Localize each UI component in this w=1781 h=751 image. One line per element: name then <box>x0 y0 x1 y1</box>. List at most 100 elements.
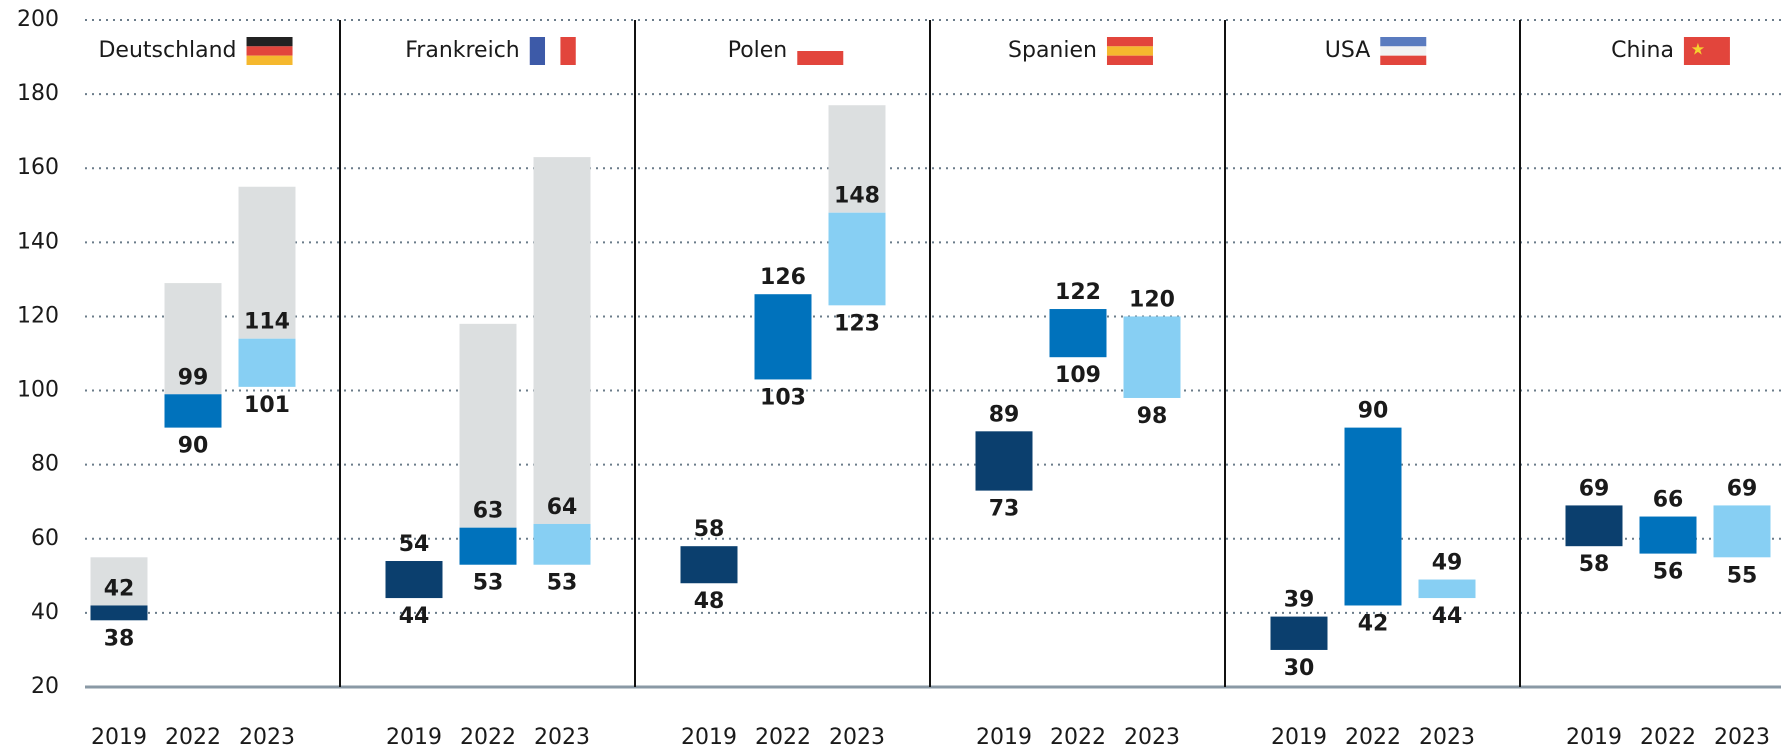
value-label: 42 <box>104 576 135 601</box>
upper-bar <box>238 186 296 339</box>
y-tick-label: 20 <box>31 674 59 699</box>
panel-title: Polen <box>728 38 788 63</box>
value-label: 114 <box>244 310 290 335</box>
y-tick-label: 40 <box>31 600 59 625</box>
value-label: 42 <box>1358 611 1389 636</box>
panel-title: China <box>1611 38 1674 63</box>
flag-stripe <box>1106 46 1153 56</box>
flag-star: ★ <box>1691 40 1705 59</box>
bar <box>1418 579 1476 599</box>
panel-title: Spanien <box>1008 38 1097 63</box>
bar <box>459 527 517 565</box>
panel-title: Frankreich <box>405 38 520 63</box>
x-tick-label: 2019 <box>1271 725 1327 750</box>
value-label: 64 <box>547 495 578 520</box>
value-label: 53 <box>547 571 578 596</box>
flag-stripe <box>246 55 293 65</box>
x-tick-label: 2019 <box>976 725 1032 750</box>
bar <box>1713 505 1771 558</box>
bar <box>680 546 738 584</box>
value-label: 39 <box>1284 588 1315 613</box>
bar <box>1344 427 1402 606</box>
flag-stripe <box>1380 46 1427 56</box>
bar <box>975 431 1033 491</box>
y-tick-label: 180 <box>17 81 59 106</box>
y-tick-label: 140 <box>17 229 59 254</box>
value-label: 122 <box>1055 280 1101 305</box>
bar <box>1639 516 1697 554</box>
flag-stripe <box>1106 37 1153 47</box>
y-tick-label: 60 <box>31 526 59 551</box>
x-tick-label: 2022 <box>755 725 811 750</box>
x-tick-label: 2019 <box>91 725 147 750</box>
value-label: 38 <box>104 626 135 651</box>
value-label: 53 <box>473 571 504 596</box>
x-tick-label: 2023 <box>1419 725 1475 750</box>
y-tick-label: 160 <box>17 155 59 180</box>
flag-stripe <box>797 37 844 51</box>
bar <box>164 394 222 428</box>
flag-stripe <box>246 46 293 56</box>
y-tick-label: 100 <box>17 378 59 403</box>
bar <box>828 212 886 306</box>
y-tick-label: 80 <box>31 452 59 477</box>
bar <box>1270 616 1328 650</box>
x-tick-label: 2019 <box>1566 725 1622 750</box>
flag-stripe <box>1106 55 1153 65</box>
value-label: 98 <box>1137 404 1168 429</box>
x-tick-label: 2023 <box>829 725 885 750</box>
upper-bar <box>459 323 517 528</box>
value-label: 58 <box>1579 552 1610 577</box>
x-tick-label: 2022 <box>165 725 221 750</box>
value-label: 90 <box>178 434 209 459</box>
value-label: 69 <box>1727 476 1758 501</box>
bar <box>1123 316 1181 398</box>
value-label: 49 <box>1432 551 1463 576</box>
panel-title: USA <box>1325 38 1371 63</box>
x-tick-label: 2023 <box>1124 725 1180 750</box>
x-tick-label: 2023 <box>1714 725 1770 750</box>
flag-stripe <box>797 51 844 65</box>
flag-stripe <box>1380 37 1427 47</box>
value-label: 90 <box>1358 399 1389 424</box>
value-label: 54 <box>399 532 430 557</box>
flag-stripe <box>529 37 546 65</box>
x-tick-label: 2022 <box>460 725 516 750</box>
value-label: 109 <box>1055 363 1101 388</box>
value-label: 30 <box>1284 656 1315 681</box>
bar <box>533 523 591 565</box>
upper-bar <box>533 157 591 524</box>
value-label: 55 <box>1727 563 1758 588</box>
x-tick-label: 2019 <box>681 725 737 750</box>
value-label: 73 <box>989 497 1020 522</box>
value-label: 101 <box>244 393 290 418</box>
upper-bar <box>164 283 222 395</box>
flag-stripe <box>246 37 293 47</box>
flag-stripe <box>1380 55 1427 65</box>
bar <box>1049 309 1107 358</box>
value-label: 56 <box>1653 560 1684 585</box>
value-label: 89 <box>989 402 1020 427</box>
value-label: 58 <box>694 517 725 542</box>
bar <box>90 605 148 621</box>
flag-stripe <box>560 37 576 65</box>
panel-title: Deutschland <box>98 38 236 63</box>
bar <box>385 561 443 599</box>
value-label: 120 <box>1129 287 1175 312</box>
x-tick-label: 2023 <box>239 725 295 750</box>
value-label: 123 <box>834 311 880 336</box>
flag-stripe <box>1683 37 1730 65</box>
x-tick-label: 2022 <box>1050 725 1106 750</box>
x-tick-label: 2023 <box>534 725 590 750</box>
x-tick-label: 2019 <box>386 725 442 750</box>
value-label: 148 <box>834 184 880 209</box>
bar <box>1565 505 1623 547</box>
value-label: 48 <box>694 589 725 614</box>
flag-stripe <box>545 37 561 65</box>
value-label: 66 <box>1653 488 1684 513</box>
value-label: 63 <box>473 499 504 524</box>
value-label: 103 <box>760 385 806 410</box>
value-label: 126 <box>760 265 806 290</box>
bar <box>238 338 296 387</box>
